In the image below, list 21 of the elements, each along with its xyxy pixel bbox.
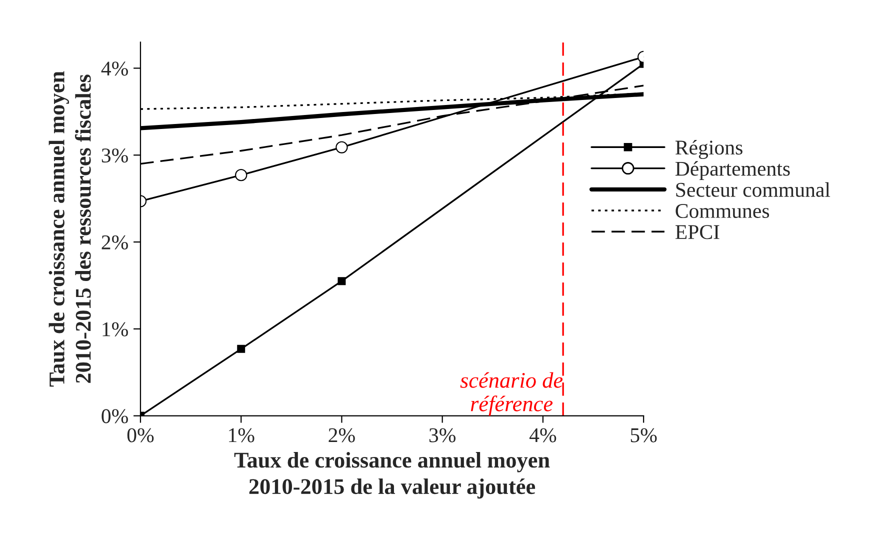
ref-line-label: scénario de référence	[460, 372, 563, 416]
x-tick-label: 0%	[127, 428, 154, 442]
y-tick-label: 0%	[102, 409, 128, 424]
x-tick-label: 4%	[529, 428, 556, 442]
legend-label: Communes	[676, 204, 770, 218]
y-tick-label: 3%	[102, 148, 128, 163]
x-tick-label: 5%	[630, 428, 657, 442]
y-tick-label: 1%	[102, 322, 128, 336]
legend-label: EPCI	[675, 225, 720, 240]
x-tick-label: 2%	[328, 428, 355, 442]
legend-label: Secteur communal	[676, 182, 830, 197]
point	[237, 344, 246, 353]
legend-label: Régions	[675, 140, 742, 159]
x-tick-label: 1%	[229, 428, 254, 442]
y-axis-title: Taux de croissance annuel moyen 2010-2015 des ressources fiscales	[48, 71, 91, 387]
y-tick-label: 2%	[102, 235, 128, 250]
x-axis-title: Taux de croissance annuel moyen 2010-2015 de la valeur ajoutée	[234, 452, 550, 499]
point	[338, 277, 346, 286]
x-tick-label: 3%	[429, 428, 456, 442]
legend-label: Départements	[675, 161, 790, 180]
y-tick-label: 4%	[101, 62, 128, 76]
